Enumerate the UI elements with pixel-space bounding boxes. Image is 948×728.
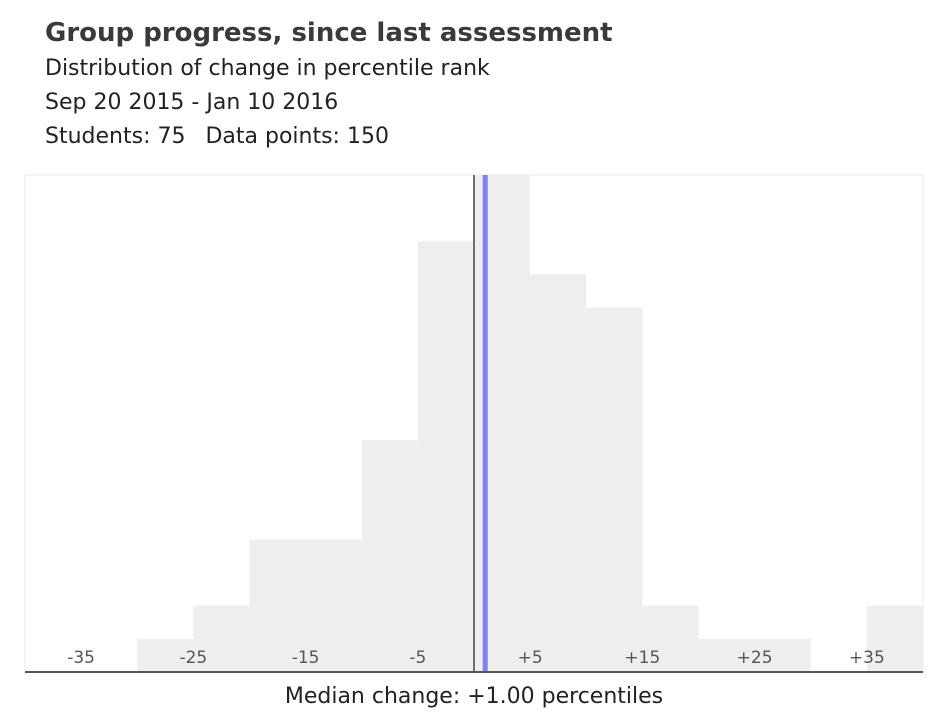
histogram-bar — [586, 307, 643, 672]
chart-header: Group progress, since last assessment Di… — [45, 14, 613, 154]
histogram-bar — [866, 605, 923, 672]
x-tick-label: -35 — [67, 648, 95, 668]
histogram-bar — [530, 274, 587, 672]
histogram-bar — [698, 638, 755, 672]
x-tick-label: +35 — [849, 648, 885, 668]
histogram-bar — [193, 605, 250, 672]
stats-line: Students: 75 Data points: 150 — [45, 120, 613, 154]
date-range: Sep 20 2015 - Jan 10 2016 — [45, 90, 339, 115]
histogram-bar — [754, 638, 811, 672]
histogram-bar — [642, 605, 699, 672]
x-tick-label: -25 — [179, 648, 207, 668]
x-tick-label: +25 — [737, 648, 773, 668]
x-tick-label: -5 — [409, 648, 426, 668]
histogram-bar — [417, 241, 474, 672]
x-tick-labels: -35 -25 -15 -5 +5 +15 +25 +35 — [67, 648, 885, 668]
data-points-count: Data points: 150 — [205, 124, 389, 149]
histogram-bars — [137, 175, 923, 672]
x-tick-label: +15 — [624, 648, 660, 668]
histogram-bar — [474, 175, 531, 672]
histogram-bar — [249, 539, 306, 672]
x-tick-label: +5 — [518, 648, 543, 668]
histogram-bar — [305, 539, 362, 672]
students-count: Students: 75 — [45, 124, 186, 149]
x-tick-label: -15 — [292, 648, 320, 668]
histogram-bar — [137, 638, 194, 672]
chart-subtitle: Distribution of change in percentile ran… — [45, 56, 490, 81]
chart-title: Group progress, since last assessment — [45, 18, 613, 48]
median-change-label: Median change: +1.00 percentiles — [284, 684, 664, 709]
histogram-bar — [361, 440, 418, 672]
